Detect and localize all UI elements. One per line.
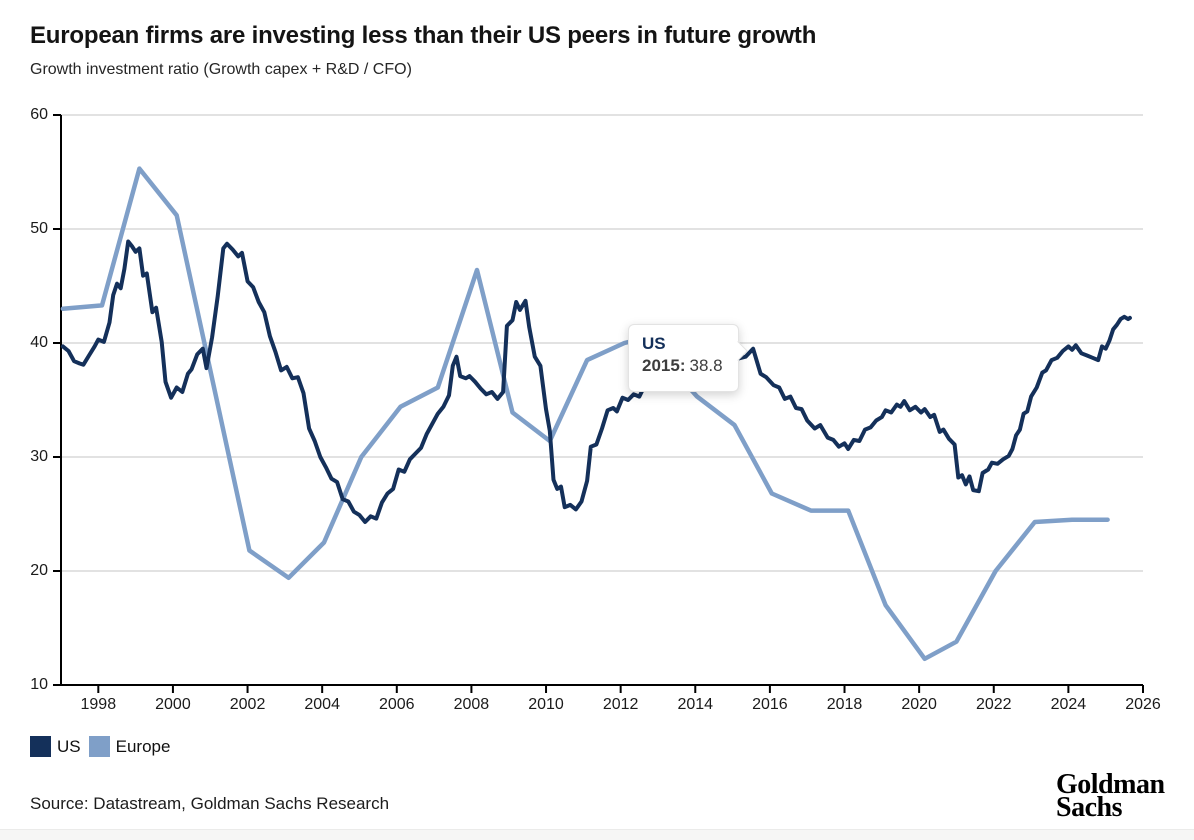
x-tick-label-2010: 2010 [528, 696, 564, 713]
source-note: Source: Datastream, Goldman Sachs Resear… [30, 794, 390, 813]
y-tick-label-60: 60 [30, 106, 48, 123]
chart-subtitle: Growth investment ratio (Growth capex + … [30, 61, 412, 78]
x-tick-label-2004: 2004 [304, 696, 340, 713]
x-tick-label-2002: 2002 [229, 696, 266, 713]
x-tick-label-2026: 2026 [1125, 696, 1161, 713]
legend-item-us[interactable]: US [30, 736, 81, 757]
x-tick-label-2018: 2018 [826, 696, 863, 713]
us-legend-label: US [57, 736, 81, 756]
y-tick-label-10: 10 [30, 676, 48, 693]
europe-legend-label: Europe [115, 736, 171, 756]
logo-line-2: Sachs [1056, 792, 1122, 823]
chart-legend: US Europe [30, 736, 178, 757]
x-tick-label-1998: 1998 [80, 696, 117, 713]
us-line[interactable] [60, 239, 1132, 524]
legend-item-europe[interactable]: Europe [88, 736, 171, 757]
x-tick-label-2022: 2022 [975, 696, 1012, 713]
page-title: European firms are investing less than t… [30, 22, 817, 49]
x-tick-label-2014: 2014 [677, 696, 714, 713]
footer-bar [0, 829, 1194, 840]
tooltip-year-label: 2015: [642, 356, 686, 375]
x-tick-label-2006: 2006 [378, 696, 415, 713]
x-tick-label-2016: 2016 [752, 696, 788, 713]
us-legend-swatch [30, 736, 51, 757]
goldman-sachs-logo: Goldman Sachs [1056, 769, 1165, 823]
x-tick-label-2000: 2000 [155, 696, 191, 713]
logo-line-1: Goldman [1056, 769, 1165, 800]
tooltip-value-row: 2015: 38.8 [642, 356, 738, 376]
y-tick-label-50: 50 [30, 220, 48, 237]
y-tick-label-20: 20 [30, 562, 48, 579]
x-tick-label-2008: 2008 [453, 696, 490, 713]
tooltip-value: 38.8 [689, 356, 723, 375]
x-tick-label-2012: 2012 [602, 696, 639, 713]
europe-legend-swatch [88, 736, 110, 757]
x-tick-label-2024: 2024 [1050, 696, 1087, 713]
y-tick-label-30: 30 [30, 448, 48, 465]
y-tick-label-40: 40 [30, 334, 48, 351]
tooltip-series-label: US [642, 334, 666, 353]
chart-tooltip: US 2015: 38.8 [628, 324, 748, 392]
x-tick-label-2020: 2020 [901, 696, 937, 713]
europe-line[interactable] [60, 166, 1110, 662]
